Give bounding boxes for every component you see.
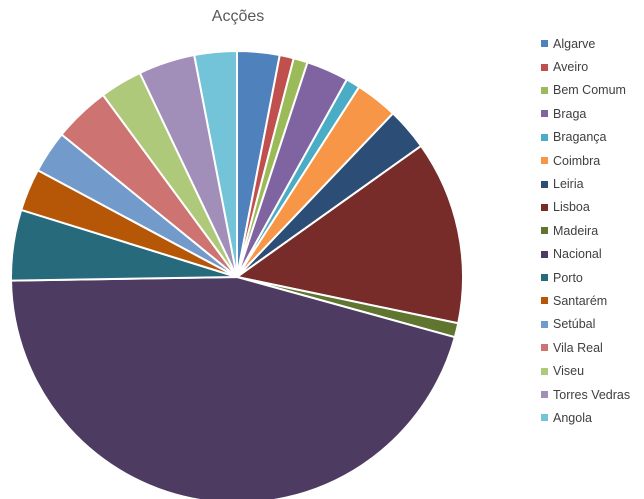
legend-item-5: Coimbra	[541, 149, 630, 172]
legend-label: Aveiro	[553, 60, 589, 75]
legend-item-7: Lisboa	[541, 196, 630, 219]
legend-swatch	[541, 274, 548, 282]
legend-swatch	[541, 250, 548, 258]
legend-swatch	[541, 40, 548, 48]
legend-item-3: Braga	[541, 102, 630, 125]
legend-swatch	[541, 86, 548, 94]
legend-label: Setúbal	[553, 317, 596, 332]
legend-swatch	[541, 297, 548, 305]
legend-label: Leiria	[553, 177, 584, 192]
legend-item-9: Nacional	[541, 243, 630, 266]
legend-label: Santarém	[553, 293, 608, 308]
legend-item-6: Leiria	[541, 172, 630, 195]
legend-item-4: Bragança	[541, 126, 630, 149]
legend-swatch	[541, 344, 548, 352]
legend-swatch	[541, 180, 548, 188]
chart-legend: Algarve Aveiro Bem Comum Braga Bragança Coimb…	[541, 32, 630, 430]
legend-label: Nacional	[553, 247, 602, 262]
legend-item-1: Aveiro	[541, 55, 630, 78]
legend-swatch	[541, 391, 548, 399]
legend-item-2: Bem Comum	[541, 79, 630, 102]
legend-label: Lisboa	[553, 200, 590, 215]
legend-label: Madeira	[553, 223, 599, 238]
legend-swatch	[541, 320, 548, 328]
legend-item-10: Porto	[541, 266, 630, 289]
legend-label: Vila Real	[553, 340, 603, 355]
legend-swatch	[541, 133, 548, 141]
legend-label: Angola	[553, 410, 592, 425]
legend-item-11: Santarém	[541, 289, 630, 312]
legend-label: Braga	[553, 106, 587, 121]
legend-label: Porto	[553, 270, 583, 285]
legend-item-12: Setúbal	[541, 313, 630, 336]
pie-slice-16	[193, 49, 238, 278]
legend-item-14: Viseu	[541, 359, 630, 382]
legend-label: Bragança	[553, 130, 607, 145]
legend-swatch	[541, 157, 548, 165]
legend-item-15: Torres Vedras	[541, 383, 630, 406]
legend-item-16: Angola	[541, 406, 630, 429]
legend-swatch	[541, 203, 548, 211]
legend-swatch	[541, 414, 548, 422]
legend-label: Algarve	[553, 36, 596, 51]
legend-label: Bem Comum	[553, 83, 626, 98]
legend-swatch	[541, 227, 548, 235]
legend-label: Torres Vedras	[553, 387, 631, 402]
legend-swatch	[541, 110, 548, 118]
legend-label: Viseu	[553, 364, 585, 379]
legend-item-8: Madeira	[541, 219, 630, 242]
pie-slice-9	[10, 275, 457, 499]
pie-slice-7	[234, 144, 464, 325]
chart-title: Acções	[211, 8, 265, 25]
legend-swatch	[541, 367, 548, 375]
legend-label: Coimbra	[553, 153, 601, 168]
legend-item-13: Vila Real	[541, 336, 630, 359]
legend-swatch	[541, 63, 548, 71]
legend-item-0: Algarve	[541, 32, 630, 55]
